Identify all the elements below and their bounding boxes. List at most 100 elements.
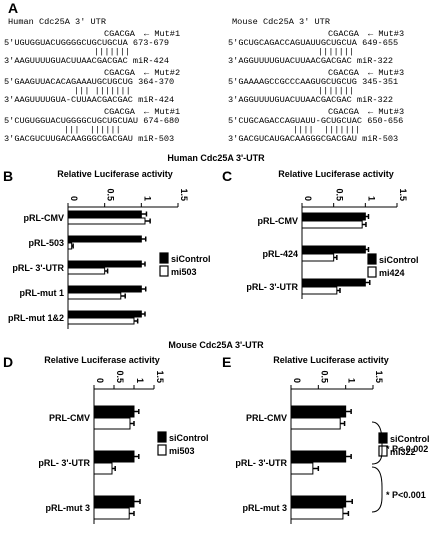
bar-siControl xyxy=(93,405,135,418)
chart-c: Relative Luciferase activity 0 0.5 1 1.5 pRL-… xyxy=(246,169,419,299)
x-tick-label: 1.5 xyxy=(179,188,189,201)
mouse-section-title: Mouse Cdc25A 3'-UTR xyxy=(168,340,264,350)
mouse-utr-seq-1: 5'GAAAAGCCGCCCAAGUGCUGCUG 345-351 xyxy=(228,77,399,87)
legend-label: siControl xyxy=(171,254,211,264)
mouse-pairing-2: |||| ||||||| xyxy=(293,125,361,135)
category-label: PRL-CMV xyxy=(49,413,90,423)
x-tick-label: 1 xyxy=(366,196,376,201)
human-pairing-0: ||||||| xyxy=(94,47,131,57)
legend-label: mi503 xyxy=(169,446,195,456)
bar-siControl xyxy=(290,405,347,418)
mouse-utr-seq-0: 5'GCUGCAGACCAGUAUUGCUGCUA 649-655 xyxy=(228,38,399,48)
chart-d: Relative Luciferase activity 0 0.5 1 1.5 PRL-… xyxy=(38,355,209,524)
mouse-mut-label-0: ← Mut#3 xyxy=(368,29,405,39)
human-mut-seq-2: CGACGA xyxy=(104,107,135,117)
bar-siControl xyxy=(67,210,142,218)
category-label: pRL- 3'-UTR xyxy=(235,458,287,468)
bar-siControl xyxy=(290,450,347,463)
category-label: pRL-424 xyxy=(262,249,298,259)
category-label: pRL-mut 1&2 xyxy=(8,313,64,323)
category-label: pRL-mut 3 xyxy=(243,503,288,513)
legend-swatch-mi503 xyxy=(157,444,167,456)
mouse-mirna-seq-1: 3'AGGUUUUGUACUUAACGACGAC miR-322 xyxy=(228,95,394,105)
mouse-mut-seq-0: CGACGA xyxy=(328,29,359,39)
x-tick-label: 1 xyxy=(135,378,145,383)
x-tick-label: 0 xyxy=(292,378,302,383)
legend-label: mi322 xyxy=(390,447,416,457)
bar-mi322 xyxy=(290,417,341,430)
bar-siControl xyxy=(67,285,142,293)
x-tick-label: 0.5 xyxy=(335,188,345,201)
bar-siControl xyxy=(301,212,366,221)
legend-label: mi424 xyxy=(379,268,405,278)
mouse-mut-label-1: ← Mut#3 xyxy=(368,68,405,78)
mouse-utr-seq-2: 5'CUGCAGACCAGUAUU-GCUGCUAC 650-656 xyxy=(228,116,404,126)
x-tick-label: 0 xyxy=(95,378,105,383)
bar-mi503 xyxy=(93,507,130,520)
bar-siControl xyxy=(301,245,366,254)
chart-e: Relative Luciferase activity 0 0.5 1 1.5 PRL-… xyxy=(235,355,430,524)
category-label: pRL- 3'-UTR xyxy=(38,458,90,468)
x-tick-label: 1.5 xyxy=(374,370,384,383)
category-label: pRL-CMV xyxy=(258,216,299,226)
x-tick-label: 0.5 xyxy=(106,188,116,201)
legend-swatch-siControl xyxy=(367,253,377,265)
bar-mi503 xyxy=(67,242,73,250)
x-tick-label: 0 xyxy=(303,196,313,201)
human-mut-label-1: ← Mut#2 xyxy=(144,68,181,78)
bar-mi503 xyxy=(67,217,146,225)
bar-mi503 xyxy=(93,462,113,475)
human-mirna-seq-2: 3'GACGUCUUGACAAGGGCGACGAU miR-503 xyxy=(4,134,175,144)
human-mut-label-2: ← Mut#1 xyxy=(144,107,181,117)
mouse-pairing-0: ||||||| xyxy=(318,47,355,57)
chart-b: Relative Luciferase activity 0 0.5 1 1.5 pRL-… xyxy=(8,169,211,329)
human-mut-label-0: ← Mut#1 xyxy=(144,29,181,39)
significance-bracket-1 xyxy=(371,421,383,465)
category-label: PRL-CMV xyxy=(246,413,287,423)
human-utr-seq-0: 5'UGUGGUACUGGGGCUGCUGCUA 673-679 xyxy=(4,38,170,48)
human-mirna-seq-1: 3'AAGUUUUGUA-CUUAACGACGAC miR-424 xyxy=(4,95,175,105)
significance-bracket-2 xyxy=(371,466,383,513)
legend-swatch-mi424 xyxy=(367,266,377,278)
category-label: pRL-mut 3 xyxy=(46,503,91,513)
mouse-mut-label-2: ← Mut#3 xyxy=(368,107,405,117)
panel-d-letter: D xyxy=(3,354,14,370)
panel-b-letter: B xyxy=(3,168,14,184)
panel-c-letter: C xyxy=(222,168,233,184)
bar-mi503 xyxy=(93,417,131,430)
mouse-utr-header: Mouse Cdc25A 3' UTR xyxy=(232,17,330,27)
mouse-mut-seq-2: CGACGA xyxy=(328,107,359,117)
human-mirna-seq-0: 3'AAGUUUUGUACUUAACGACGAC miR-424 xyxy=(4,56,170,66)
bar-mi424 xyxy=(301,220,363,229)
bar-mi322 xyxy=(290,507,344,520)
bar-mi322 xyxy=(290,462,314,475)
legend-swatch-mi503 xyxy=(159,265,169,277)
category-label: pRL- 3'-UTR xyxy=(12,263,64,273)
panel-e-letter: E xyxy=(222,354,232,370)
x-tick-label: 1 xyxy=(142,196,152,201)
bar-siControl xyxy=(67,235,142,243)
x-tick-label: 1.5 xyxy=(398,188,408,201)
legend-label: mi503 xyxy=(171,267,197,277)
chart-title: Relative Luciferase activity xyxy=(273,355,389,365)
legend-swatch-siControl xyxy=(378,432,388,444)
legend-swatch-siControl xyxy=(159,252,169,264)
category-label: pRL- 3'-UTR xyxy=(246,282,298,292)
legend-label: siControl xyxy=(390,434,430,444)
category-label: pRL-mut 1 xyxy=(20,288,65,298)
legend-swatch-mi322 xyxy=(378,445,388,457)
bar-mi424 xyxy=(301,253,335,262)
x-tick-label: 1 xyxy=(347,378,357,383)
bar-siControl xyxy=(301,278,366,287)
human-utr-header: Human Cdc25A 3' UTR xyxy=(8,17,106,27)
x-tick-label: 0.5 xyxy=(115,370,125,383)
p-value-annotation: * P< 0.002 xyxy=(386,444,428,454)
p-value-annotation: * P<0.001 xyxy=(386,490,426,500)
bar-siControl xyxy=(93,495,135,508)
legend-label: siControl xyxy=(379,255,419,265)
chart-title: Relative Luciferase activity xyxy=(44,355,160,365)
chart-title: Relative Luciferase activity xyxy=(278,169,394,179)
category-label: pRL-CMV xyxy=(24,213,65,223)
bar-siControl xyxy=(93,450,135,463)
